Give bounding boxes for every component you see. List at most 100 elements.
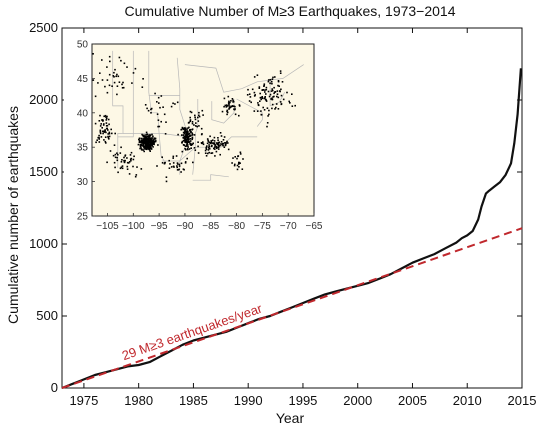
earthquake-point <box>270 98 272 100</box>
earthquake-point <box>176 101 179 104</box>
x-tick-label: 2010 <box>453 393 482 408</box>
earthquake-point <box>197 141 199 143</box>
earthquake-point <box>272 76 274 79</box>
earthquake-point <box>232 101 234 103</box>
earthquake-point <box>205 155 208 157</box>
earthquake-point <box>114 153 117 156</box>
earthquake-point <box>104 85 106 88</box>
earthquake-point <box>264 89 266 91</box>
earthquake-point <box>276 95 278 98</box>
earthquake-point <box>189 140 192 142</box>
earthquake-point <box>267 79 270 81</box>
earthquake-point <box>269 93 272 96</box>
earthquake-point <box>163 113 166 116</box>
earthquake-point <box>132 165 134 168</box>
earthquake-point <box>148 134 150 136</box>
earthquake-point <box>214 144 217 146</box>
earthquake-point <box>216 143 219 146</box>
earthquake-point <box>270 80 273 83</box>
earthquake-point <box>126 157 128 159</box>
earthquake-point <box>256 74 259 76</box>
earthquake-point <box>107 118 110 121</box>
earthquake-point <box>160 120 162 123</box>
earthquake-point <box>150 112 152 114</box>
earthquake-point <box>108 84 111 87</box>
earthquake-point <box>265 93 267 95</box>
earthquake-point <box>182 144 185 146</box>
earthquake-point <box>103 115 105 118</box>
earthquake-point <box>185 138 187 141</box>
earthquake-point <box>176 165 178 167</box>
earthquake-point <box>211 144 213 147</box>
earthquake-point <box>232 105 234 107</box>
state-border <box>123 133 188 138</box>
earthquake-point <box>253 76 256 78</box>
earthquake-point <box>233 164 236 167</box>
earthquake-point <box>147 137 150 140</box>
earthquake-point <box>186 145 188 147</box>
earthquake-point <box>111 85 113 87</box>
earthquake-point <box>152 143 155 145</box>
earthquake-point <box>130 157 133 160</box>
earthquake-point <box>289 102 291 104</box>
earthquake-point <box>151 137 154 139</box>
earthquake-point <box>223 146 226 148</box>
earthquake-point <box>257 104 260 107</box>
earthquake-point <box>267 90 270 93</box>
earthquake-point <box>140 148 143 150</box>
earthquake-point <box>140 139 143 142</box>
earthquake-point <box>169 163 171 165</box>
earthquake-point <box>168 167 171 169</box>
earthquake-point <box>148 144 151 147</box>
earthquake-point <box>269 79 272 81</box>
earthquake-point <box>187 144 189 146</box>
earthquake-point <box>192 161 194 164</box>
earthquake-point <box>100 123 102 125</box>
earthquake-point <box>236 164 239 167</box>
earthquake-point <box>273 92 275 95</box>
earthquake-point <box>256 110 259 112</box>
earthquake-point <box>226 104 228 106</box>
earthquake-point <box>234 105 236 108</box>
earthquake-point <box>191 133 194 136</box>
earthquake-point <box>145 148 148 151</box>
earthquake-point <box>260 110 262 112</box>
earthquake-point <box>223 97 226 100</box>
earthquake-point <box>142 141 145 143</box>
inset-x-tick-label: −100 <box>122 221 145 232</box>
earthquake-point <box>223 136 226 138</box>
earthquake-point <box>191 121 194 123</box>
earthquake-point <box>157 119 160 121</box>
earthquake-point <box>149 138 152 141</box>
earthquake-point <box>200 127 203 130</box>
earthquake-point <box>106 91 109 94</box>
earthquake-point <box>192 142 194 145</box>
earthquake-point <box>207 140 210 142</box>
earthquake-point <box>227 105 229 107</box>
earthquake-point <box>191 143 194 146</box>
earthquake-point <box>239 162 241 164</box>
earthquake-point <box>253 110 256 112</box>
earthquake-point <box>196 125 198 128</box>
earthquake-point <box>260 98 262 101</box>
earthquake-point <box>208 151 210 154</box>
earthquake-point <box>197 120 200 122</box>
earthquake-point <box>165 121 167 123</box>
earthquake-point <box>104 136 107 138</box>
earthquake-point <box>128 173 131 175</box>
x-tick-label: 1975 <box>69 393 98 408</box>
earthquake-point <box>187 139 189 141</box>
earthquake-point <box>150 139 153 142</box>
earthquake-point <box>122 86 125 89</box>
earthquake-point <box>121 167 124 170</box>
x-tick-label: 1995 <box>288 393 317 408</box>
earthquake-point <box>218 141 221 144</box>
earthquake-point <box>120 161 123 163</box>
earthquake-point <box>99 125 102 127</box>
earthquake-point <box>177 133 179 136</box>
earthquake-point <box>237 155 240 157</box>
earthquake-point <box>220 135 223 137</box>
earthquake-point <box>143 134 145 136</box>
earthquake-point <box>259 92 261 95</box>
earthquake-point <box>291 93 293 95</box>
